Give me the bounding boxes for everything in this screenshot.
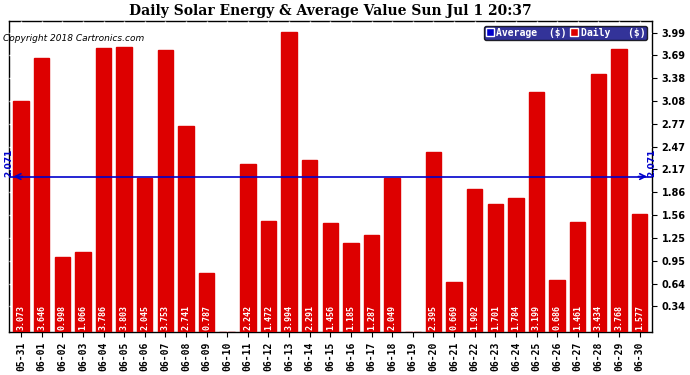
Bar [261,221,276,332]
Bar [426,152,441,332]
Text: 0.686: 0.686 [553,305,562,330]
Text: 0.787: 0.787 [202,305,211,330]
Bar [446,282,462,332]
Text: 1.701: 1.701 [491,305,500,330]
Text: 2.049: 2.049 [388,305,397,330]
Text: 3.073: 3.073 [17,305,26,330]
Bar [570,222,586,332]
Bar [488,204,503,332]
Text: 3.646: 3.646 [37,305,46,330]
Bar [178,126,194,332]
Bar [549,280,565,332]
Bar [199,273,215,332]
Text: 2.291: 2.291 [305,305,314,330]
Bar [364,235,380,332]
Bar [632,213,647,332]
Bar [302,160,317,332]
Text: 3.803: 3.803 [119,305,128,330]
Text: 1.066: 1.066 [79,305,88,330]
Text: 0.998: 0.998 [58,305,67,330]
Text: 1.577: 1.577 [635,305,644,330]
Text: 1.287: 1.287 [367,305,376,330]
Text: 1.185: 1.185 [346,305,355,330]
Text: 2.071: 2.071 [4,148,13,177]
Text: 0.000: 0.000 [223,305,232,330]
Text: 3.199: 3.199 [532,305,541,330]
Text: 1.472: 1.472 [264,305,273,330]
Bar [467,189,482,332]
Text: 0.669: 0.669 [450,305,459,330]
Text: 1.456: 1.456 [326,305,335,330]
Bar [55,257,70,332]
Text: 2.242: 2.242 [244,305,253,330]
Text: 2.071: 2.071 [647,148,656,177]
Text: 3.768: 3.768 [615,305,624,330]
Text: 3.753: 3.753 [161,305,170,330]
Text: 3.786: 3.786 [99,305,108,330]
Text: 2.395: 2.395 [429,305,438,330]
Text: 1.461: 1.461 [573,305,582,330]
Bar [240,164,255,332]
Text: 2.045: 2.045 [140,305,149,330]
Text: 3.434: 3.434 [594,305,603,330]
Bar [13,101,29,332]
Text: 2.741: 2.741 [181,305,190,330]
Bar [137,178,152,332]
Text: 1.784: 1.784 [511,305,520,330]
Bar [75,252,90,332]
Bar [34,58,50,332]
Bar [611,50,627,332]
Text: Copyright 2018 Cartronics.com: Copyright 2018 Cartronics.com [3,34,145,43]
Text: 1.902: 1.902 [470,305,479,330]
Bar [96,48,111,332]
Legend: Average  ($), Daily   ($): Average ($), Daily ($) [484,26,647,39]
Title: Daily Solar Energy & Average Value Sun Jul 1 20:37: Daily Solar Energy & Average Value Sun J… [129,4,531,18]
Bar [343,243,359,332]
Bar [117,47,132,332]
Bar [157,51,173,332]
Bar [384,178,400,332]
Bar [591,74,606,332]
Bar [508,198,524,332]
Bar [282,32,297,332]
Text: 3.994: 3.994 [284,305,293,330]
Text: 0.000: 0.000 [408,305,417,330]
Bar [529,92,544,332]
Bar [323,223,338,332]
